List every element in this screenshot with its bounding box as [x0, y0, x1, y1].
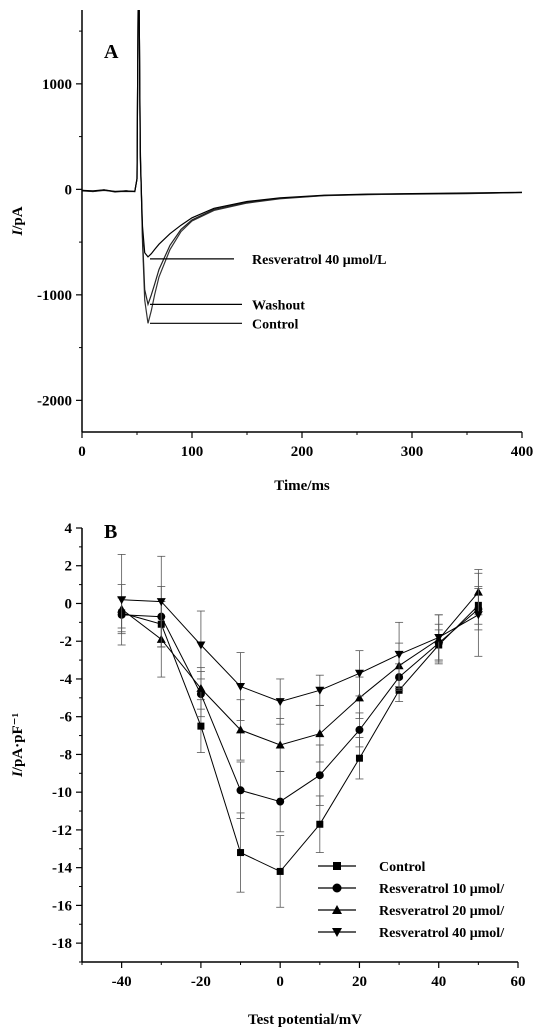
data-point-resveratrol-20-mol- — [354, 693, 364, 702]
data-point-resveratrol-40-mol- — [156, 598, 166, 607]
legend-marker — [332, 905, 342, 914]
x-tick-label: 200 — [291, 444, 314, 460]
legend-marker — [333, 862, 341, 870]
panel-b-iv-curve-chart: -40 -20 0 20 40 60420-2-4-6-8-10-12-14-16-18T… — [10, 521, 526, 1028]
y-tick-label: -2000 — [37, 393, 72, 409]
y-tick-label: -1000 — [37, 288, 72, 304]
y-tick-label: -4 — [60, 672, 73, 688]
x-tick-label: 300 — [401, 444, 424, 460]
data-point-resveratrol-40-mol- — [473, 611, 483, 620]
data-point-control — [197, 722, 205, 730]
data-point-resveratrol-20-mol- — [236, 725, 246, 734]
y-tick-label: 1000 — [42, 77, 72, 93]
data-point-control — [276, 867, 284, 875]
legend-label: Resveratrol 10 μmol/ — [379, 882, 505, 897]
data-point-control — [316, 820, 324, 828]
y-tick-label: 4 — [65, 521, 73, 537]
legend-marker — [332, 928, 342, 937]
legend-label: Resveratrol 40 μmol/ — [379, 926, 505, 941]
y-tick-label: 2 — [65, 559, 73, 575]
data-point-resveratrol-10-mol- — [236, 786, 245, 795]
annotation-label: Resveratrol 40 μmol/L — [252, 253, 386, 268]
data-point-resveratrol-40-mol- — [394, 650, 404, 659]
y-tick-label: -10 — [52, 785, 72, 801]
y-tick-label: 0 — [65, 596, 73, 612]
panel-a-current-trace-chart: 0 100 200 300 400 -2000 -1000 0 1000 Time/ms I/pA A… — [10, 10, 533, 494]
data-point-resveratrol-10-mol- — [355, 725, 364, 734]
panel-letter-b: B — [104, 521, 117, 543]
y-tick-label: -18 — [52, 936, 72, 952]
data-point-resveratrol-10-mol- — [315, 771, 324, 780]
data-point-resveratrol-10-mol- — [276, 797, 285, 806]
series-line-control — [121, 605, 479, 873]
y-tick-label: -8 — [60, 747, 73, 763]
data-point-resveratrol-40-mol- — [315, 686, 325, 695]
y-tick-label: -16 — [52, 898, 72, 914]
data-point-resveratrol-40-mol- — [354, 669, 364, 678]
y-tick-label: 0 — [65, 182, 73, 198]
y-axis-title: I/pA — [10, 206, 26, 236]
annotation-label: Control — [252, 317, 299, 332]
series-line-resveratrol-10-mol- — [121, 608, 479, 803]
x-tick-label: 0 — [78, 444, 86, 460]
data-point-resveratrol-40-mol- — [236, 683, 246, 692]
trace-resveratrol-40-mol-l — [82, 10, 522, 258]
panel-letter-a: A — [104, 41, 119, 63]
y-axis-title: I/pA·pF⁻¹ — [10, 713, 26, 778]
data-point-resveratrol-40-mol- — [196, 641, 206, 650]
legend-label: Resveratrol 20 μmol/ — [379, 904, 505, 919]
x-tick-label: -20 — [191, 974, 211, 990]
y-tick-label: -6 — [60, 710, 73, 726]
y-tick-label: -2 — [60, 634, 73, 650]
x-tick-label: 40 — [431, 974, 446, 990]
x-axis-title: Time/ms — [274, 478, 330, 494]
x-tick-label: 20 — [352, 974, 367, 990]
data-point-resveratrol-20-mol- — [196, 683, 206, 692]
x-tick-label: -40 — [112, 974, 132, 990]
x-axis-title: Test potential/mV — [248, 1012, 362, 1028]
data-point-resveratrol-40-mol- — [117, 596, 127, 605]
data-point-resveratrol-40-mol- — [275, 698, 285, 707]
series-line-resveratrol-20-mol- — [121, 591, 479, 746]
trace-control — [82, 10, 522, 324]
legend-label: Control — [379, 860, 426, 875]
series-line-resveratrol-40-mol- — [121, 599, 479, 703]
data-point-resveratrol-40-mol- — [434, 633, 444, 642]
data-point-control — [355, 754, 363, 762]
y-tick-label: -14 — [52, 861, 72, 877]
y-tick-label: -12 — [52, 823, 72, 839]
data-point-control — [237, 849, 245, 857]
x-tick-label: 0 — [276, 974, 284, 990]
x-tick-label: 400 — [511, 444, 533, 460]
legend-marker — [332, 883, 342, 893]
x-tick-label: 100 — [181, 444, 204, 460]
data-point-resveratrol-20-mol- — [315, 729, 325, 738]
annotation-label: Washout — [252, 298, 305, 313]
x-tick-label: 60 — [511, 974, 526, 990]
data-point-resveratrol-20-mol- — [275, 740, 285, 749]
